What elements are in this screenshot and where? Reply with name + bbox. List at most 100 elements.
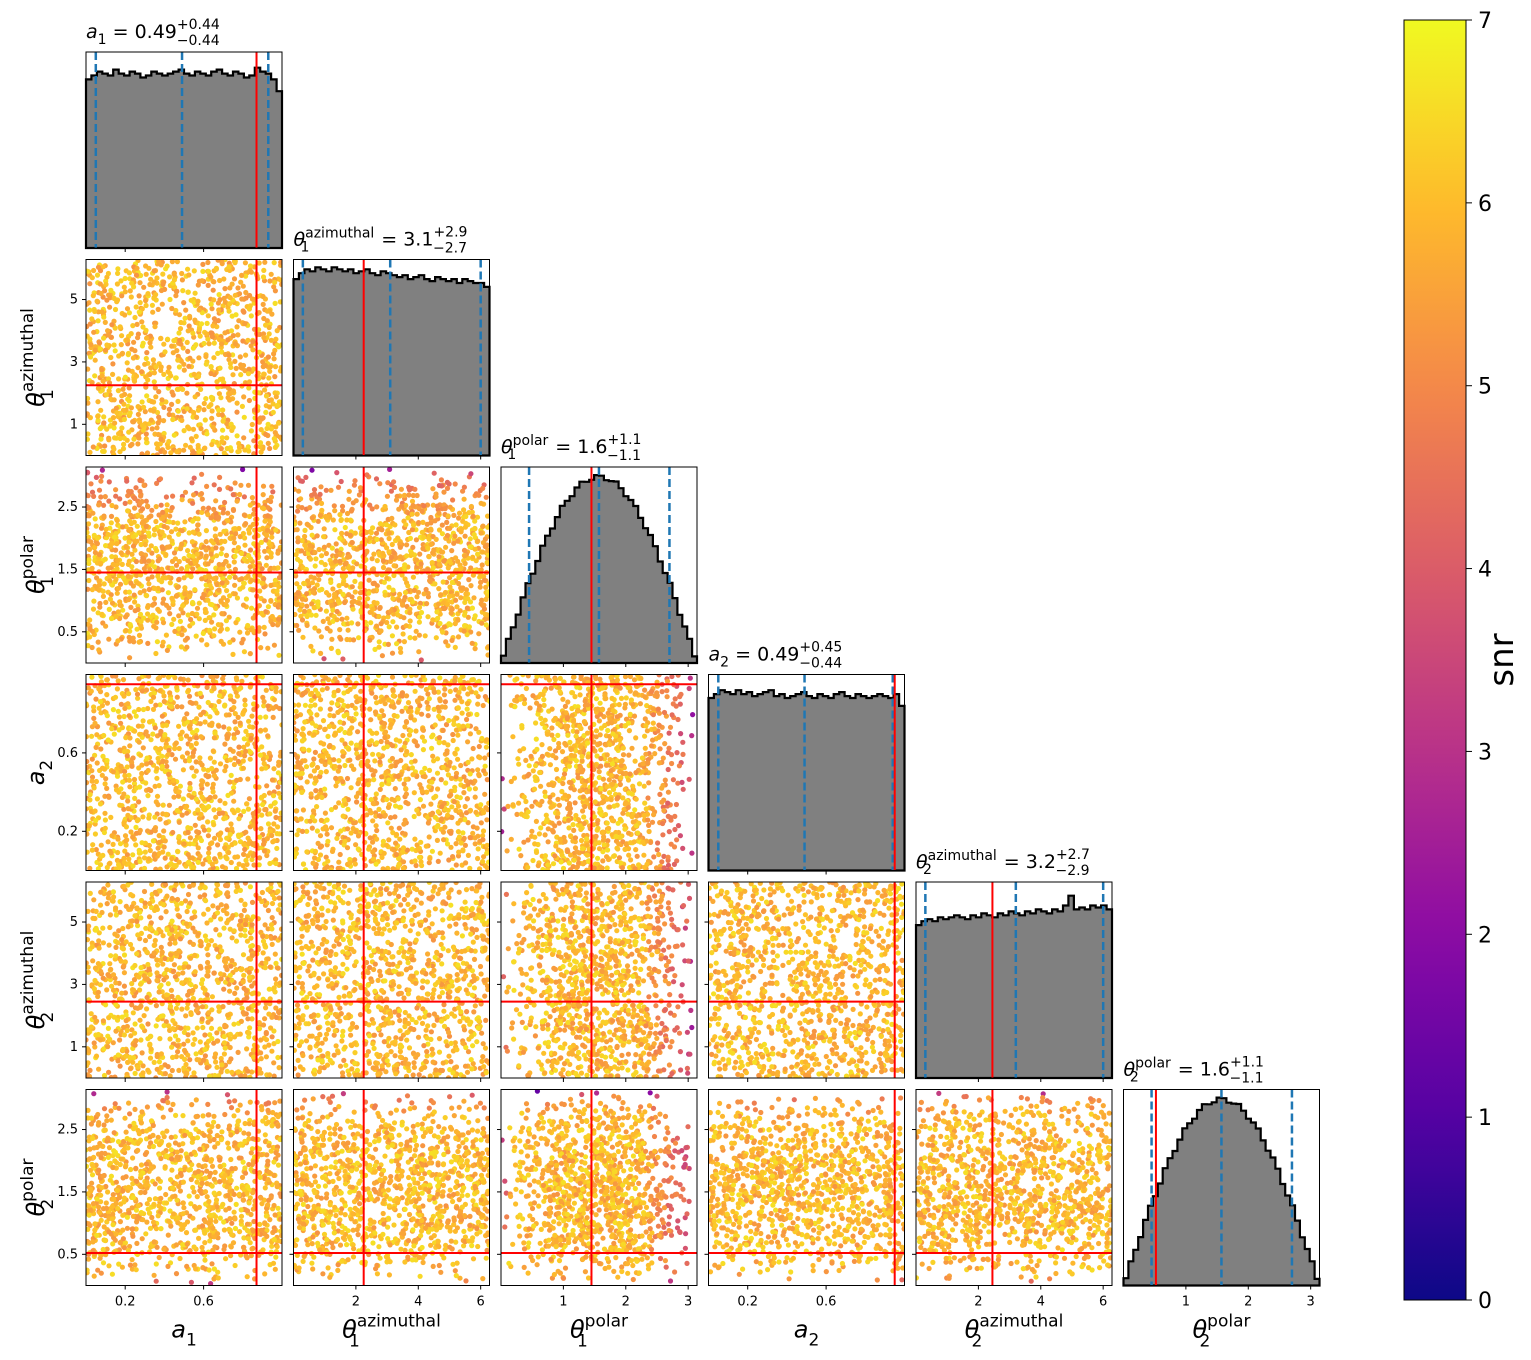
colorbar-tick-label: 1	[1478, 1106, 1492, 1131]
y-axis-label-a2: a2	[22, 760, 57, 786]
y-axis-label-th2pol: θpolar2	[18, 1158, 58, 1216]
hist-frame	[293, 259, 490, 456]
scatter-panel-th2az-th2pol	[915, 1089, 1113, 1286]
histogram-a2	[707, 689, 906, 872]
hist-title-th2pol: θpolar 2 = 1.6+1.1 −1.1	[1124, 1055, 1264, 1087]
hist-panel-th1pol: θpolar 1 = 1.6+1.1 −1.1	[499, 432, 699, 665]
x-axis-label-th2pol: θpolar 2	[1192, 1312, 1250, 1352]
y-axis-label-th1az: θazimuthal1	[18, 308, 58, 407]
scatter-frame	[85, 1089, 283, 1286]
hist-frame	[708, 674, 905, 871]
y-tick-label: 1	[70, 1040, 78, 1055]
scatter-panel-th1az-th1pol	[293, 466, 490, 664]
scatter-panel-th1pol-th2az	[500, 881, 698, 1079]
hist-title-a2: a2 = 0.49+0.45 −0.44	[709, 640, 843, 672]
scatter-points	[501, 882, 695, 1078]
colorbar-tick-label: 4	[1478, 558, 1492, 583]
scatter-panel-a1-th2pol	[85, 1089, 283, 1286]
colorbar: 0 1 2 3 4 5 6 7 snr	[1403, 9, 1522, 1314]
scatter-frame	[85, 881, 283, 1079]
scatter-panel-a2-th2az	[708, 881, 905, 1079]
colorbar-gradient	[1403, 19, 1467, 1301]
scatter-points	[86, 882, 282, 1078]
x-tick-label: 1	[1182, 1295, 1190, 1310]
colorbar-label: snr	[1482, 633, 1522, 686]
hist-title-th1az: θazimuthal 1 = 3.1+2.9 −2.7	[294, 225, 468, 257]
hist-panel-a2: a2 = 0.49+0.45 −0.44	[707, 640, 906, 872]
x-tick-label: 3	[684, 1295, 692, 1310]
colorbar-tick-label: 3	[1478, 740, 1492, 765]
scatter-panel-a1-th1pol	[85, 466, 283, 664]
hist-panel-a1: a1 = 0.49+0.44 −0.44	[84, 17, 284, 250]
x-axis-label-th2az: θazimuthal 2	[965, 1312, 1064, 1352]
scatter-frame	[915, 1089, 1113, 1286]
scatter-points	[708, 882, 905, 1078]
scatter-points	[501, 674, 696, 871]
x-axis-label-th1az: θazimuthal 1	[342, 1312, 441, 1352]
hist-panel-th2pol: θpolar 2 = 1.6+1.1 −1.1	[1122, 1055, 1321, 1287]
hist-title-th1pol: θpolar 1 = 1.6+1.1 −1.1	[501, 432, 641, 464]
colorbar-tick-label: 7	[1478, 9, 1492, 34]
x-tick-label: 2	[1244, 1295, 1252, 1310]
x-tick-label: 0.2	[115, 1295, 136, 1310]
x-axis-label-a1: a1	[171, 1316, 197, 1351]
y-tick-label: 1.5	[57, 562, 78, 577]
scatter-points	[293, 882, 490, 1078]
x-tick-label: 6	[477, 1295, 485, 1310]
scatter-frame	[85, 674, 283, 871]
colorbar-tick-label: 2	[1478, 923, 1492, 948]
scatter-points	[86, 1089, 282, 1286]
hist-title-th2az: θazimuthal 2 = 3.2+2.7 −2.9	[916, 847, 1090, 879]
x-tick-label: 0.6	[193, 1295, 214, 1310]
y-axis-label-th2az: θazimuthal2	[18, 931, 58, 1030]
y-tick-label: 2.5	[57, 500, 78, 515]
scatter-points	[86, 467, 282, 661]
scatter-panel-a1-a2	[85, 674, 283, 871]
x-tick-label: 1	[559, 1295, 567, 1310]
scatter-frame	[708, 1089, 905, 1286]
scatter-frame	[85, 259, 283, 456]
scatter-frame	[293, 881, 490, 1079]
hist-title-a1: a1 = 0.49+0.44 −0.44	[86, 17, 220, 49]
x-tick-label: 2	[622, 1295, 630, 1310]
hist-panel-th2az: θazimuthal 2 = 3.2+2.7 −2.9	[914, 847, 1114, 1080]
scatter-frame	[708, 881, 905, 1079]
scatter-panel-th1az-a2	[293, 674, 490, 871]
scatter-panel-th1pol-a2	[500, 674, 698, 871]
scatter-points	[916, 1090, 1112, 1284]
scatter-frame	[85, 466, 283, 664]
scatter-panel-th1az-th2pol	[293, 1089, 490, 1286]
x-axis-label-a2: a2	[794, 1316, 820, 1351]
y-tick-label: 5	[70, 915, 78, 930]
hist-frame	[85, 51, 283, 249]
histogram-th1az	[292, 266, 491, 457]
scatter-frame	[500, 881, 698, 1079]
scatter-points	[293, 1091, 490, 1284]
scatter-panel-a1-th1az	[85, 259, 283, 456]
x-tick-label: 4	[414, 1295, 422, 1310]
scatter-points	[501, 1089, 692, 1284]
x-tick-label: 3	[1307, 1295, 1315, 1310]
x-tick-label: 0.2	[737, 1295, 758, 1310]
y-tick-label: 5	[70, 293, 78, 308]
x-tick-label: 4	[1037, 1295, 1045, 1310]
hist-frame	[500, 466, 698, 664]
scatter-frame	[500, 674, 698, 871]
x-tick-label: 6	[1099, 1295, 1107, 1310]
y-tick-label: 0.5	[57, 625, 78, 640]
histogram-a1	[84, 66, 284, 250]
scatter-frame	[293, 674, 490, 871]
scatter-frame	[293, 466, 490, 664]
x-tick-label: 2	[352, 1295, 360, 1310]
y-tick-label: 3	[70, 977, 78, 992]
y-tick-label: 1.5	[57, 1185, 78, 1200]
scatter-panel-th1az-th2az	[293, 881, 490, 1079]
histogram-th2az	[914, 894, 1114, 1080]
y-tick-label: 0.2	[57, 824, 78, 839]
x-axis-label-th1pol: θpolar 1	[570, 1312, 628, 1352]
y-tick-label: 0.6	[57, 746, 78, 761]
hist-frame	[1123, 1089, 1320, 1286]
colorbar-tick-label: 5	[1478, 375, 1492, 400]
scatter-panel-a2-th2pol	[708, 1089, 905, 1286]
